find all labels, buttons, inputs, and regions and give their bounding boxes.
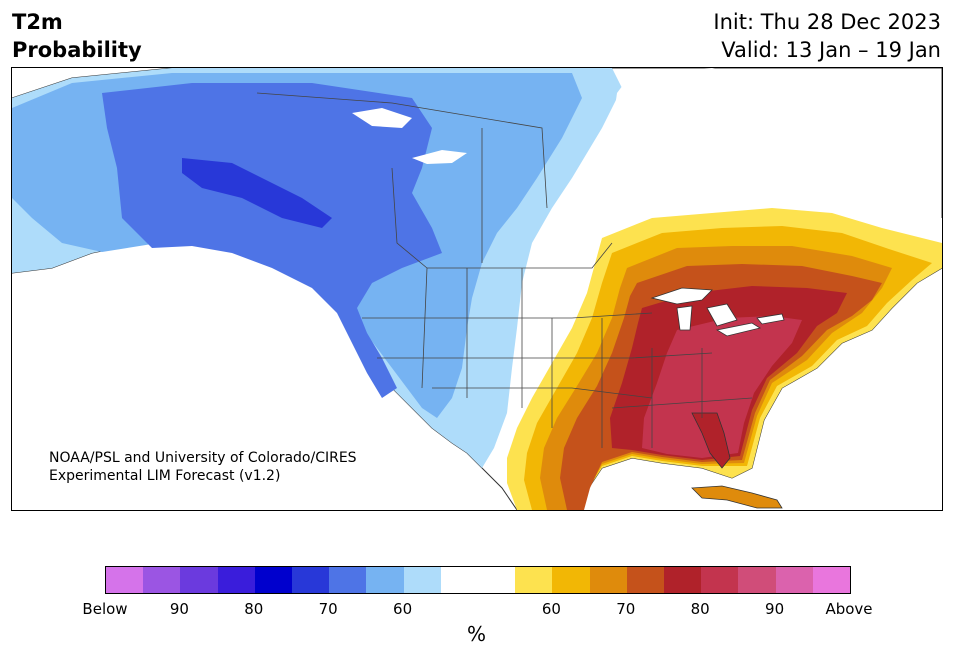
colorbar-tick-label: 70 — [318, 600, 338, 618]
florida — [691, 412, 731, 469]
map-title: T2m Probability — [12, 8, 142, 64]
colorbar-swatch — [552, 567, 590, 593]
colorbar-swatch — [403, 567, 441, 593]
colorbar — [105, 566, 851, 594]
colorbar-tick-label: 60 — [541, 600, 561, 618]
credit-text: NOAA/PSL and University of Colorado/CIRE… — [49, 449, 357, 485]
colorbar-swatch — [329, 567, 367, 593]
map-panel — [11, 67, 943, 511]
valid-range: Valid: 13 Jan – 19 Jan — [721, 38, 941, 62]
great-lakes — [650, 287, 785, 337]
hudson-bay — [352, 108, 412, 128]
colorbar-tick-label: 90 — [765, 600, 785, 618]
colorbar-swatch — [478, 567, 516, 593]
colorbar-swatch — [143, 567, 181, 593]
colorbar-swatch — [589, 567, 627, 593]
colorbar-swatch — [180, 567, 218, 593]
colorbar-swatch — [292, 567, 330, 593]
borders — [256, 92, 753, 448]
colorbar-tick-label: 60 — [393, 600, 413, 618]
colorbar-swatch — [738, 567, 776, 593]
credit-line-1: NOAA/PSL and University of Colorado/CIRE… — [49, 450, 357, 466]
colorbar-tick-label: 70 — [616, 600, 636, 618]
colorbar-tick-label: 80 — [690, 600, 710, 618]
title-line-2: Probability — [12, 38, 142, 62]
cuba — [691, 485, 783, 509]
colorbar-swatch — [254, 567, 293, 593]
colorbar-tick-label: 90 — [169, 600, 189, 618]
colorbar-unit: % — [466, 622, 486, 646]
great-slave-lake — [412, 150, 467, 164]
date-info: Init: Thu 28 Dec 2023 Valid: 13 Jan – 19… — [713, 8, 941, 64]
below-70-region — [182, 158, 332, 228]
forecast-map — [12, 68, 942, 510]
colorbar-ticks: Below 90 80 70 60 60 70 80 90 Above — [82, 600, 872, 618]
colorbar-tick-label: 80 — [244, 600, 264, 618]
colorbar-swatch — [106, 567, 144, 593]
title-line-1: T2m — [12, 10, 63, 34]
colorbar-tick-label: Above — [825, 600, 873, 618]
colorbar-swatch — [217, 567, 255, 593]
colorbar-swatch — [366, 567, 404, 593]
above-80-region — [642, 316, 802, 458]
colorbar-swatch — [664, 567, 702, 593]
credit-line-2: Experimental LIM Forecast (v1.2) — [49, 468, 281, 484]
colorbar-swatch — [812, 567, 851, 593]
colorbar-tick-label: Below — [82, 600, 128, 618]
colorbar-swatch — [440, 567, 479, 593]
colorbar-swatch — [775, 567, 813, 593]
init-date: Init: Thu 28 Dec 2023 — [713, 10, 941, 34]
colorbar-swatch — [701, 567, 739, 593]
colorbar-swatch — [515, 567, 553, 593]
colorbar-swatch — [626, 567, 665, 593]
